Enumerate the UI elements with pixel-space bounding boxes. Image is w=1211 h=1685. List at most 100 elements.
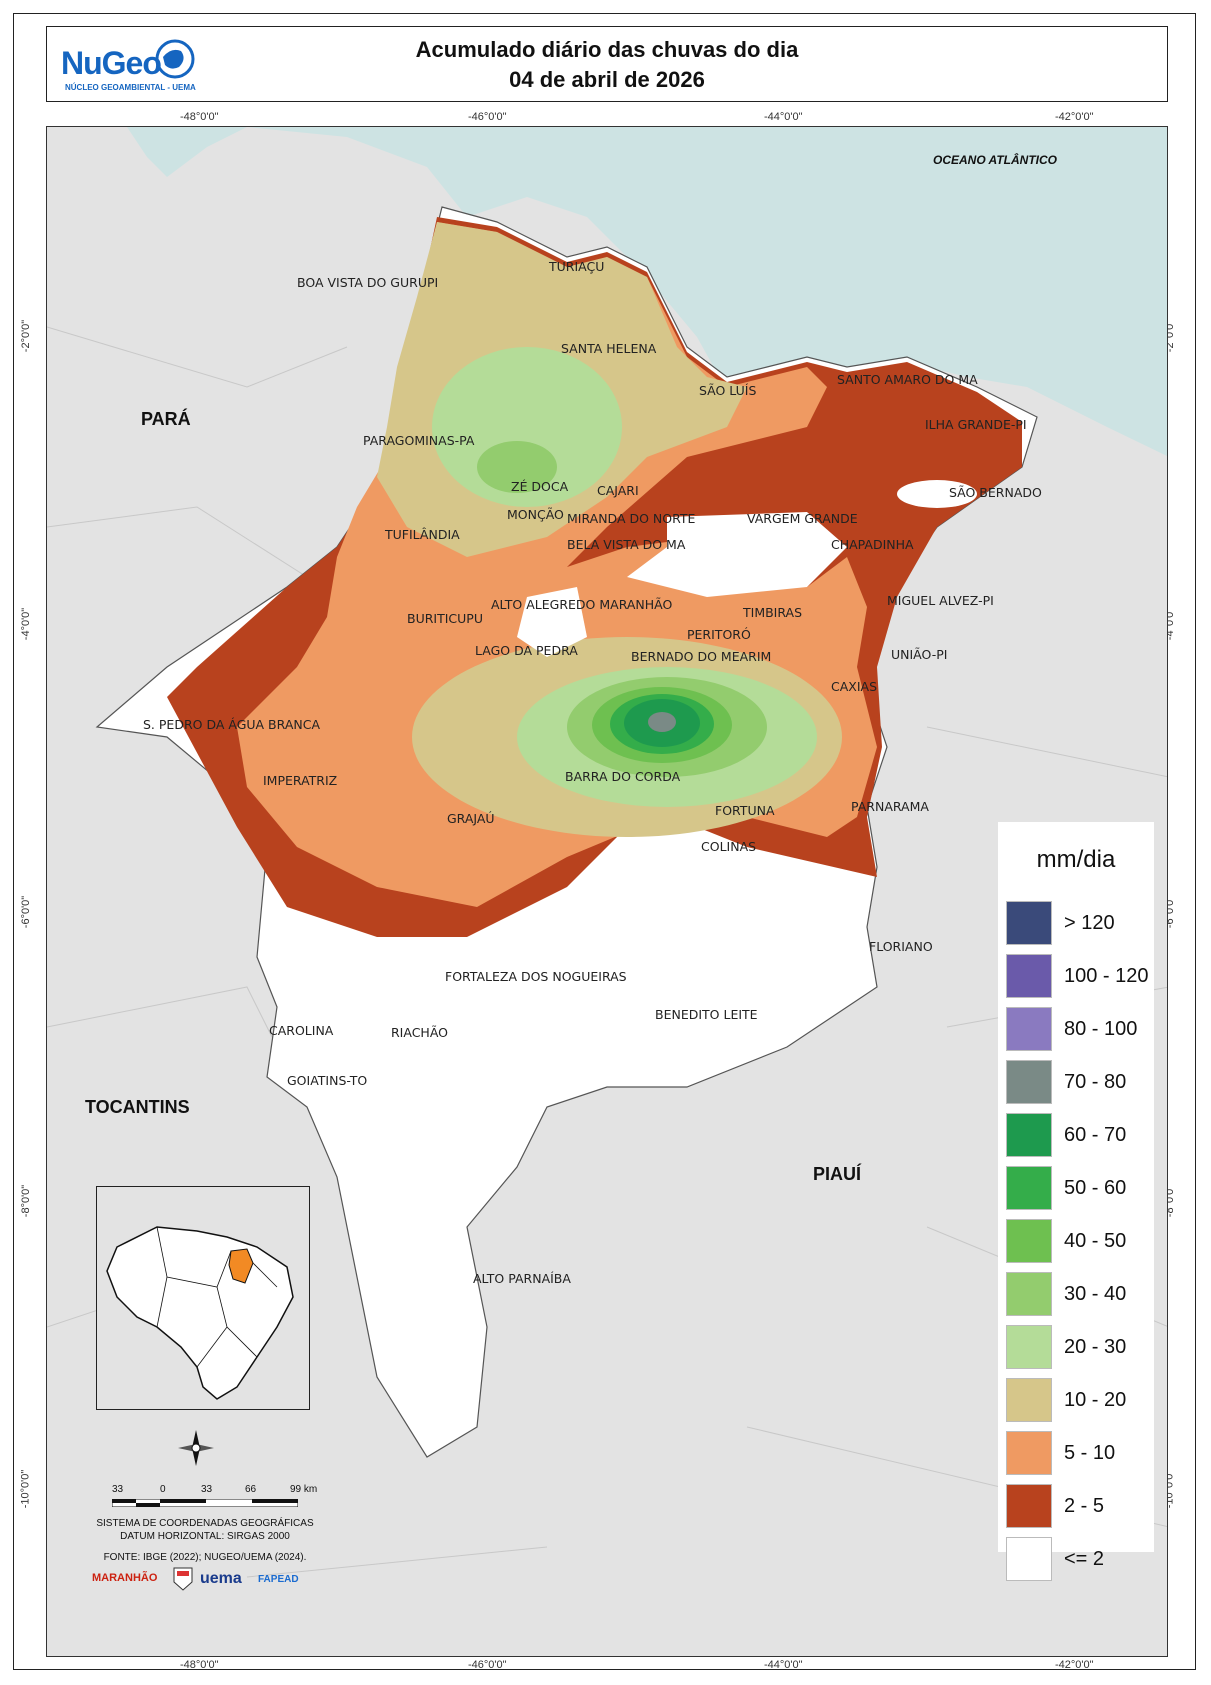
legend-item: 5 - 10	[1006, 1430, 1115, 1476]
city-label: BELA VISTA DO MA	[567, 537, 686, 552]
city-label: VARGEM GRANDE	[747, 511, 858, 526]
city-label: TURIAÇU	[549, 259, 605, 274]
coord-top: -46°0'0"	[468, 111, 507, 123]
legend-swatch	[1006, 901, 1052, 945]
state-label-para: PARÁ	[141, 409, 191, 429]
legend-label: 2 - 5	[1064, 1494, 1105, 1517]
city-label: FLORIANO	[869, 939, 933, 954]
legend-item: 10 - 20	[1006, 1377, 1126, 1423]
north-arrow-icon	[178, 1430, 214, 1466]
city-label: SANTA HELENA	[561, 341, 657, 356]
legend-swatch	[1006, 1378, 1052, 1422]
legend-item: <= 2	[1006, 1536, 1104, 1582]
ocean-label: OCEANO ATLÂNTICO	[933, 153, 1057, 167]
rain-zone-70-80	[648, 712, 676, 732]
logo-text: NuGeo	[61, 45, 162, 81]
coord-left: -6°0'0"	[20, 895, 33, 929]
city-label: CAJARI	[597, 483, 639, 498]
city-label: BARRA DO CORDA	[565, 769, 681, 784]
state-label-piaui: PIAUÍ	[813, 1164, 862, 1184]
scale-tick: 66	[245, 1484, 257, 1495]
coord-left: -2°0'0"	[20, 319, 33, 353]
nugeo-logo: NuGeo NÚCLEO GEOAMBIENTAL - UEMA	[61, 35, 241, 95]
legend-swatch	[1006, 1219, 1052, 1263]
coord-bottom: -44°0'0"	[764, 1659, 803, 1671]
legend-label: 40 - 50	[1064, 1229, 1127, 1252]
state-label-tocantins: TOCANTINS	[85, 1097, 190, 1117]
legend-swatch	[1006, 1272, 1052, 1316]
logo-subtitle: NÚCLEO GEOAMBIENTAL - UEMA	[65, 83, 196, 92]
map-frame	[13, 13, 1196, 1670]
city-label: SÃO BERNADO	[949, 485, 1042, 500]
city-label: MIRANDA DO NORTE	[567, 511, 696, 526]
city-label: BENEDITO LEITE	[655, 1007, 758, 1022]
brazil-outline	[106, 1226, 294, 1400]
legend-swatch	[1006, 1007, 1052, 1051]
coord-bottom: -42°0'0"	[1055, 1659, 1094, 1671]
partner-logo-fapead: FAPEAD	[258, 1574, 299, 1585]
legend-swatch	[1006, 1325, 1052, 1369]
city-label: COLINAS	[701, 839, 757, 854]
city-label: RIACHÃO	[391, 1025, 449, 1040]
legend-item: 80 - 100	[1006, 1006, 1137, 1052]
city-label: CHAPADINHA	[831, 537, 914, 552]
legend-label: 100 - 120	[1064, 964, 1149, 987]
city-label: FORTALEZA DOS NOGUEIRAS	[445, 969, 627, 984]
city-label: LAGO DA PEDRA	[475, 643, 578, 658]
legend-label: 70 - 80	[1064, 1070, 1127, 1093]
crs-line2: DATUM HORIZONTAL: SIRGAS 2000	[120, 1531, 290, 1542]
rainfall-map	[47, 127, 1167, 1578]
map-header: NuGeo NÚCLEO GEOAMBIENTAL - UEMA Acumula…	[46, 26, 1168, 102]
legend-label: 30 - 40	[1064, 1282, 1127, 1305]
legend-item: 60 - 70	[1006, 1112, 1126, 1158]
legend-item: > 120	[1006, 900, 1115, 946]
dry-zone-east	[627, 512, 847, 597]
city-label: PARAGOMINAS-PA	[363, 433, 475, 448]
coord-top: -42°0'0"	[1055, 111, 1094, 123]
legend-item: 40 - 50	[1006, 1218, 1126, 1264]
city-label: GOIATINS-TO	[287, 1073, 368, 1088]
scale-tick: 99 km	[290, 1484, 318, 1495]
legend-item: 30 - 40	[1006, 1271, 1126, 1317]
rain-zone-30-40-north	[477, 441, 557, 493]
legend-label: 20 - 30	[1064, 1335, 1127, 1358]
legend-label: > 120	[1064, 911, 1115, 934]
city-label: TUFILÂNDIA	[385, 527, 460, 542]
map-title: Acumulado diário das chuvas do dia	[415, 37, 799, 62]
city-label: BURITICUPU	[407, 611, 483, 626]
brazil-inset-map	[96, 1186, 310, 1410]
coord-top: -44°0'0"	[764, 111, 803, 123]
partner-logo-maranhao: MARANHÃO	[92, 1572, 158, 1584]
city-label: TIMBIRAS	[743, 605, 803, 620]
city-label: ILHA GRANDE-PI	[925, 417, 1027, 432]
legend-label: <= 2	[1064, 1547, 1105, 1570]
legend-label: 80 - 100	[1064, 1017, 1138, 1040]
city-label: MONÇÃO	[507, 507, 564, 522]
legend-swatch	[1006, 954, 1052, 998]
legend-swatch	[1006, 1537, 1052, 1581]
globe-icon	[155, 39, 195, 79]
legend-title: mm/dia	[1036, 846, 1116, 873]
city-label: S. PEDRO DA ÁGUA BRANCA	[143, 717, 320, 732]
city-label: ALTO ALEGREDO MARANHÃO	[491, 597, 673, 612]
city-label: SANTO AMARO DO MA	[837, 372, 978, 387]
legend-label: 60 - 70	[1064, 1123, 1127, 1146]
legend-swatch	[1006, 1431, 1052, 1475]
legend-panel: mm/dia > 120 100 - 120 80 - 100 70 - 80 …	[998, 822, 1154, 1581]
city-label: IMPERATRIZ	[263, 773, 338, 788]
scale-tick: 0	[160, 1484, 166, 1495]
seal-icon	[173, 1567, 193, 1591]
city-label: MIGUEL ALVEZ-PI	[887, 593, 994, 608]
city-label: UNIÃO-PI	[891, 647, 948, 662]
scale-tick: 33	[112, 1484, 124, 1495]
coord-top: -48°0'0"	[180, 111, 219, 123]
coord-bottom: -48°0'0"	[180, 1659, 219, 1671]
legend-label: 50 - 60	[1064, 1176, 1127, 1199]
legend-swatch	[1006, 1166, 1052, 1210]
maranhao-highlight	[228, 1248, 254, 1284]
legend-label: 10 - 20	[1064, 1388, 1127, 1411]
map-date: 04 de abril de 2026	[509, 67, 705, 92]
city-label: ALTO PARNAÍBA	[473, 1271, 571, 1286]
city-label: CAXIAS	[831, 679, 878, 694]
legend-swatch	[1006, 1484, 1052, 1528]
